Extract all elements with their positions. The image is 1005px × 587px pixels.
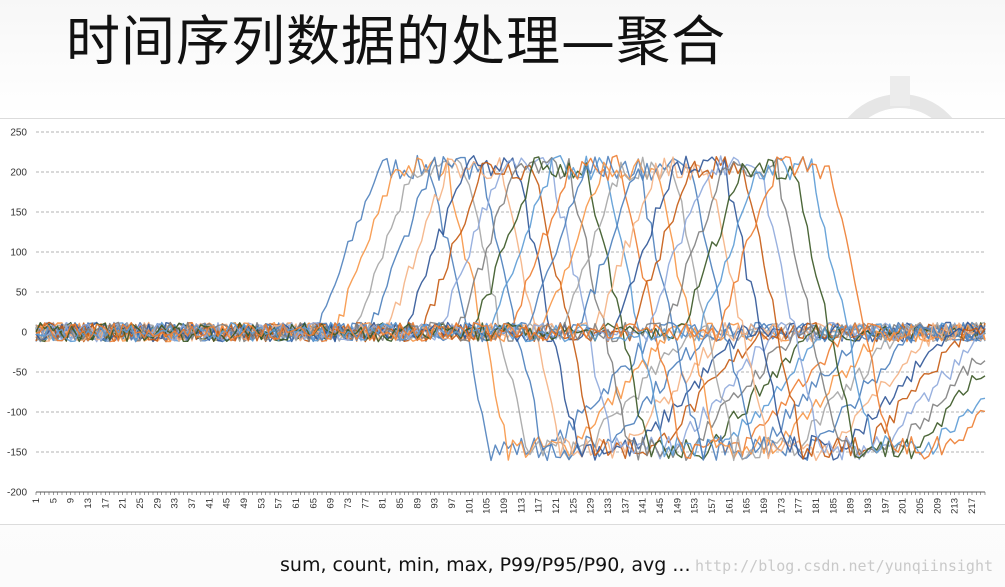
x-tick-label: 149 — [672, 498, 683, 514]
y-tick-label: 200 — [10, 168, 27, 179]
series-line — [35, 156, 986, 461]
x-tick-label: 177 — [794, 498, 805, 514]
x-tick-label: 37 — [187, 498, 198, 509]
y-tick-label: -200 — [7, 488, 27, 499]
x-tick-label: 189 — [846, 498, 857, 514]
series-line — [35, 157, 986, 461]
x-tick-label: 73 — [343, 498, 354, 509]
series-line — [35, 157, 986, 460]
x-tick-label: 97 — [447, 498, 458, 509]
x-tick-label: 57 — [274, 498, 285, 509]
x-tick-label: 185 — [828, 498, 839, 514]
line-chart: 250 200 150 100 50 0 -50 -100 -150 -200 1 5 9 13 17 21 2… — [7, 128, 986, 514]
x-tick-label: 101 — [464, 498, 475, 514]
x-tick-label: 141 — [638, 498, 649, 514]
series-line — [35, 156, 986, 460]
x-tick-label: 197 — [880, 498, 891, 514]
x-tick-label: 93 — [430, 498, 441, 509]
x-tick-label: 113 — [516, 498, 527, 513]
series-line — [35, 155, 986, 461]
y-tick-label: -150 — [7, 448, 27, 459]
y-tick-label: 150 — [10, 208, 27, 219]
x-tick-label: 173 — [776, 498, 787, 514]
x-tick-label: 213 — [950, 498, 961, 514]
y-tick-label: 0 — [21, 328, 27, 339]
series-line — [35, 155, 986, 461]
x-tick-label: 169 — [759, 498, 770, 514]
x-tick-label: 105 — [482, 498, 493, 514]
x-tick-label: 193 — [863, 498, 874, 514]
y-tick-label: 100 — [10, 248, 27, 259]
x-tick-label: 77 — [360, 498, 371, 509]
series-line — [35, 156, 986, 459]
series-line — [35, 155, 986, 461]
x-tick-label: 161 — [724, 498, 735, 514]
y-tick-label: -50 — [13, 368, 28, 379]
x-tick-label: 209 — [932, 498, 943, 514]
x-tick-label: 17 — [100, 498, 111, 509]
series-line — [35, 155, 986, 461]
series-line — [35, 155, 986, 461]
x-tick-label: 165 — [742, 498, 753, 514]
x-tick-label: 133 — [603, 498, 614, 514]
x-tick-label: 69 — [326, 498, 337, 509]
x-tick-label: 153 — [690, 498, 701, 514]
x-tick-label: 129 — [586, 498, 597, 514]
x-tick-label: 61 — [291, 498, 302, 509]
series-line — [35, 158, 986, 460]
x-tick-label: 145 — [655, 498, 666, 514]
slide-title: 时间序列数据的处理—聚合 — [66, 10, 726, 73]
x-tick-label: 217 — [967, 498, 978, 514]
series-line — [35, 157, 986, 461]
x-tick-label: 29 — [152, 498, 163, 509]
y-tick-label: -100 — [7, 408, 27, 419]
x-tick-label: 121 — [551, 498, 562, 514]
series-line — [35, 156, 986, 461]
x-tick-label: 65 — [308, 498, 319, 509]
x-tick-label: 13 — [83, 498, 94, 509]
x-tick-label: 109 — [499, 498, 510, 514]
series-line — [35, 158, 986, 460]
y-tick-label: 50 — [16, 288, 28, 299]
x-tick-label: 45 — [222, 498, 233, 509]
x-tick-label: 85 — [395, 498, 406, 509]
x-tick-label: 9 — [66, 498, 77, 503]
y-tick-label: 250 — [10, 128, 27, 139]
x-tick-label: 117 — [534, 498, 545, 513]
series-line — [35, 156, 986, 462]
series-line — [35, 156, 986, 461]
x-tick-label: 157 — [707, 498, 718, 514]
x-tick-label: 181 — [811, 498, 822, 514]
chart-panel: 250 200 150 100 50 0 -50 -100 -150 -200 1 5 9 13 17 21 2… — [0, 118, 1005, 525]
x-tick-label: 205 — [915, 498, 926, 514]
series-line — [35, 158, 986, 461]
series-line — [35, 154, 986, 462]
x-tick-label: 41 — [204, 498, 215, 509]
series-line — [35, 157, 986, 459]
x-tick-label: 5 — [48, 498, 59, 503]
x-tick-label: 1 — [31, 498, 42, 503]
x-tick-label: 81 — [378, 498, 389, 509]
x-tick-label: 201 — [898, 498, 909, 514]
x-tick-label: 33 — [170, 498, 181, 509]
aggregation-caption: sum, count, min, max, P99/P95/P90, avg .… — [280, 554, 691, 576]
x-tick-label: 89 — [412, 498, 423, 509]
series-line — [35, 156, 986, 462]
series-line — [35, 156, 986, 456]
x-tick-label: 21 — [118, 498, 129, 509]
x-tick-label: 53 — [256, 498, 267, 509]
x-tick-label: 137 — [620, 498, 631, 514]
x-tick-label: 49 — [239, 498, 250, 509]
series-line — [35, 156, 986, 460]
x-tick-label: 25 — [135, 498, 146, 509]
x-tick-label: 125 — [568, 498, 579, 514]
watermark: http://blog.csdn.net/yunqiinsight — [694, 557, 993, 575]
